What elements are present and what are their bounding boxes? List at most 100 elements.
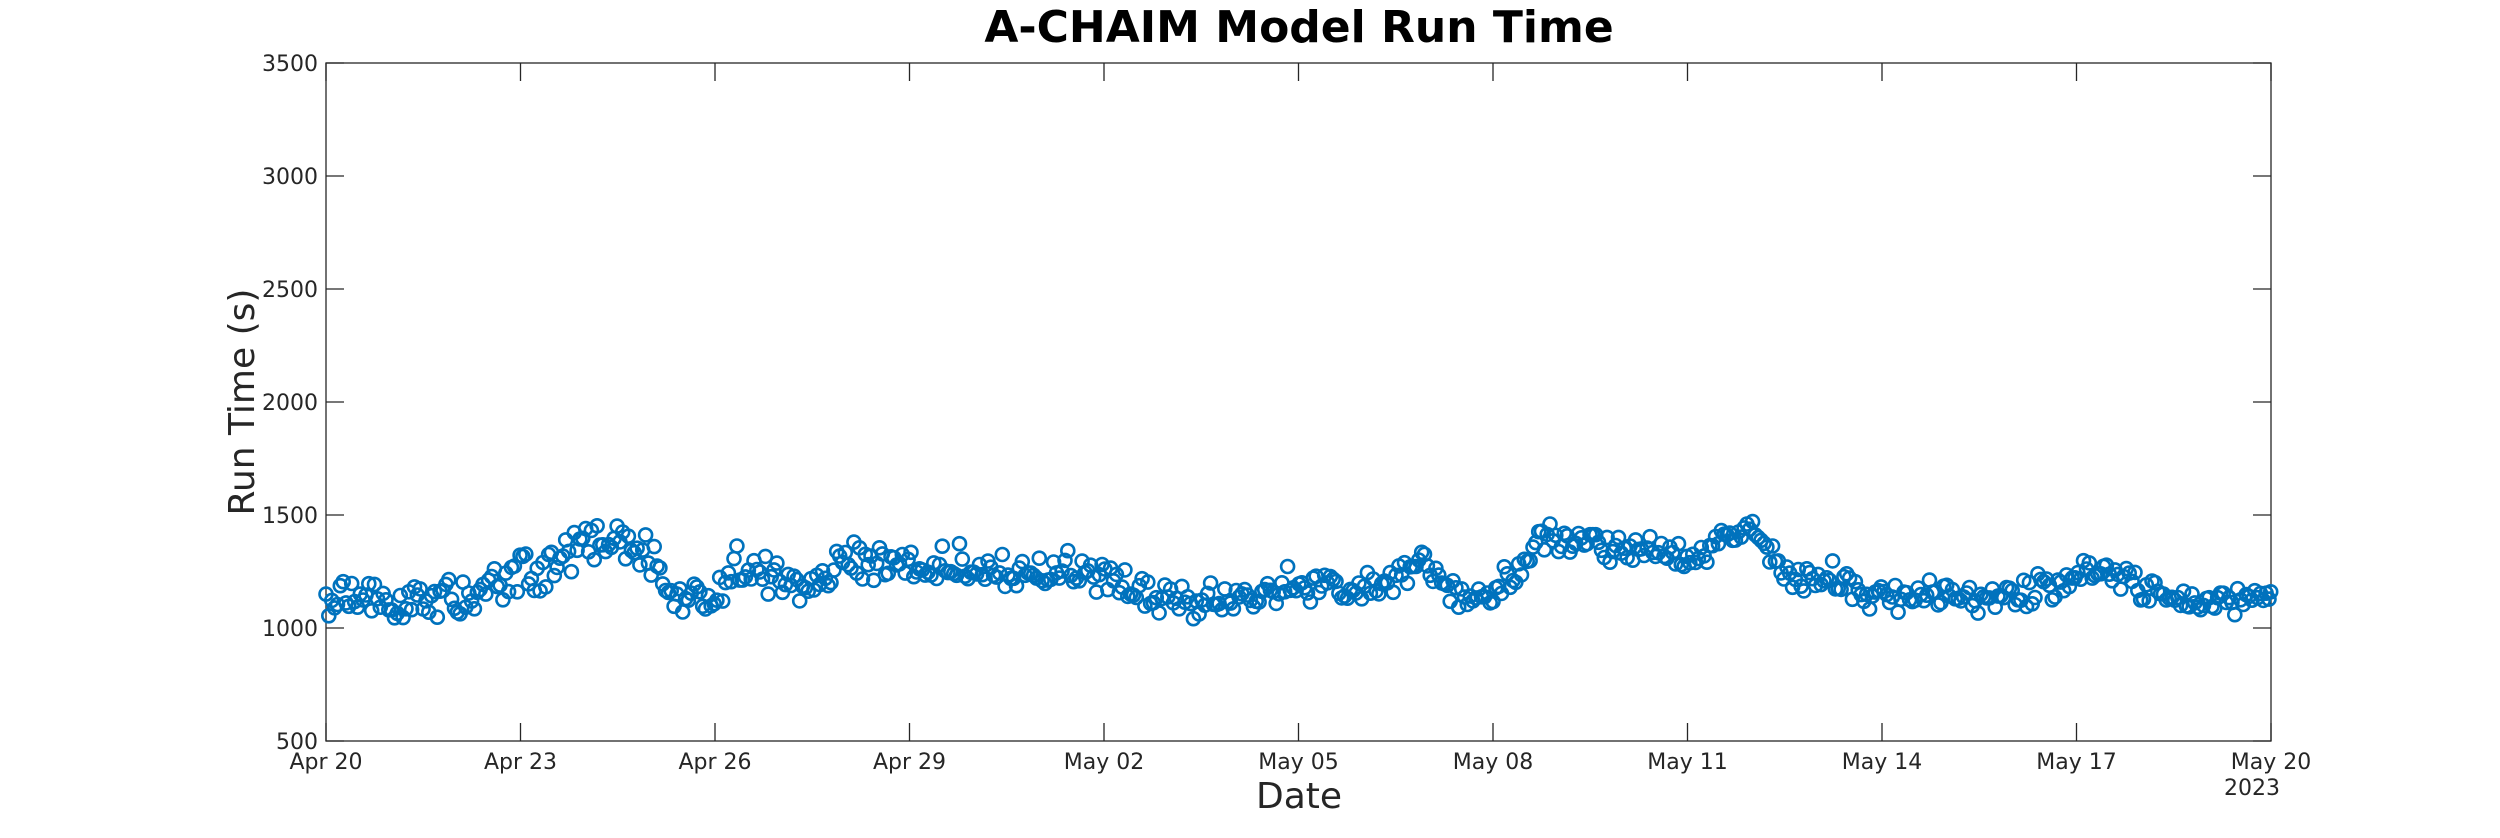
data-point (366, 576, 383, 593)
y-tick-label: 500 (276, 730, 318, 755)
y-axis-label: Run Time (s) (222, 289, 263, 516)
x-tick-label: May 17 (2036, 750, 2116, 775)
data-point (360, 575, 377, 592)
data-point (1667, 556, 1684, 572)
data-point (1496, 558, 1513, 575)
data-point (897, 565, 914, 581)
data-point (466, 600, 483, 617)
data-point (1762, 554, 1778, 570)
data-point (1930, 597, 1946, 613)
data-point (1602, 554, 1618, 571)
data-point (1819, 569, 1835, 586)
data-point (1148, 589, 1165, 606)
data-point (1054, 563, 1070, 579)
data-point (2172, 597, 2189, 614)
data-point (1847, 573, 1864, 590)
y-tick-label: 2500 (262, 278, 318, 303)
data-point (706, 595, 722, 612)
x-tick-label: May 02 (1064, 750, 1144, 775)
data-point (2184, 586, 2200, 602)
y-tick-label: 3500 (262, 52, 318, 77)
data-point (637, 527, 654, 543)
data-point (1593, 542, 1610, 559)
data-point (786, 568, 802, 585)
data-point (1824, 553, 1841, 569)
data-point (546, 567, 563, 584)
data-point (680, 592, 697, 609)
data-point (1373, 575, 1390, 592)
data-point (903, 544, 919, 561)
x-axis-label: Date (1256, 776, 1342, 817)
x-tick-label: Apr 29 (873, 750, 946, 775)
x-tick-label: Apr 23 (484, 750, 557, 775)
data-point (2121, 565, 2137, 581)
data-point (1733, 529, 1750, 545)
y-tick-label: 3000 (262, 165, 318, 190)
data-point (515, 548, 531, 565)
data-point (840, 556, 857, 573)
y-tick-label: 2000 (262, 391, 318, 416)
data-point (1131, 577, 1148, 594)
data-point (757, 548, 774, 565)
data-point (563, 563, 580, 580)
data-point (426, 583, 443, 600)
data-point (1870, 582, 1886, 599)
data-point (2141, 593, 2157, 609)
data-point (443, 591, 460, 608)
data-point (1448, 579, 1464, 596)
data-point (820, 577, 837, 594)
data-point (2261, 591, 2277, 607)
data-point (760, 586, 777, 602)
data-point (1302, 594, 1319, 610)
data-point (692, 583, 708, 600)
data-point (429, 609, 446, 626)
x-tick-label: Apr 26 (678, 750, 751, 775)
data-point (1636, 547, 1652, 564)
data-point (412, 581, 428, 597)
data-point (1693, 539, 1710, 556)
data-point (1490, 578, 1507, 595)
data-point (403, 601, 420, 618)
year-label: 2023 (2224, 776, 2280, 801)
data-point (517, 546, 534, 562)
data-point (1419, 558, 1436, 574)
data-point (1151, 605, 1167, 621)
y-axis: 500 1000 1500 2000 2500 3000 3500 (262, 52, 2271, 755)
data-point (723, 573, 740, 590)
data-point (860, 556, 877, 573)
data-point (1670, 535, 1687, 552)
y-tick-label: 1500 (262, 504, 318, 529)
data-point (1388, 567, 1404, 584)
data-point (477, 586, 494, 602)
x-tick-label: May 14 (1842, 750, 1922, 775)
data-point (994, 546, 1011, 563)
data-point (1108, 566, 1125, 583)
data-point (398, 600, 414, 617)
data-point (880, 565, 897, 582)
data-point (826, 562, 842, 578)
data-point (900, 551, 916, 568)
data-point (329, 596, 346, 613)
data-point (2027, 589, 2043, 606)
data-point (2262, 583, 2279, 600)
data-point (335, 573, 352, 590)
data-point (574, 530, 591, 547)
data-point (2081, 555, 2098, 571)
data-point (1202, 575, 1219, 591)
data-point (560, 543, 577, 560)
data-point (589, 517, 605, 534)
data-point (652, 560, 668, 576)
data-point (440, 571, 457, 588)
data-point (854, 571, 871, 587)
data-point (729, 538, 745, 554)
data-point (537, 579, 554, 595)
data-point (646, 538, 663, 555)
data-point (1764, 538, 1781, 554)
data-point (1031, 550, 1048, 567)
data-point (392, 587, 409, 604)
data-point (1682, 554, 1698, 571)
data-point (1399, 575, 1416, 592)
data-point (363, 602, 380, 619)
